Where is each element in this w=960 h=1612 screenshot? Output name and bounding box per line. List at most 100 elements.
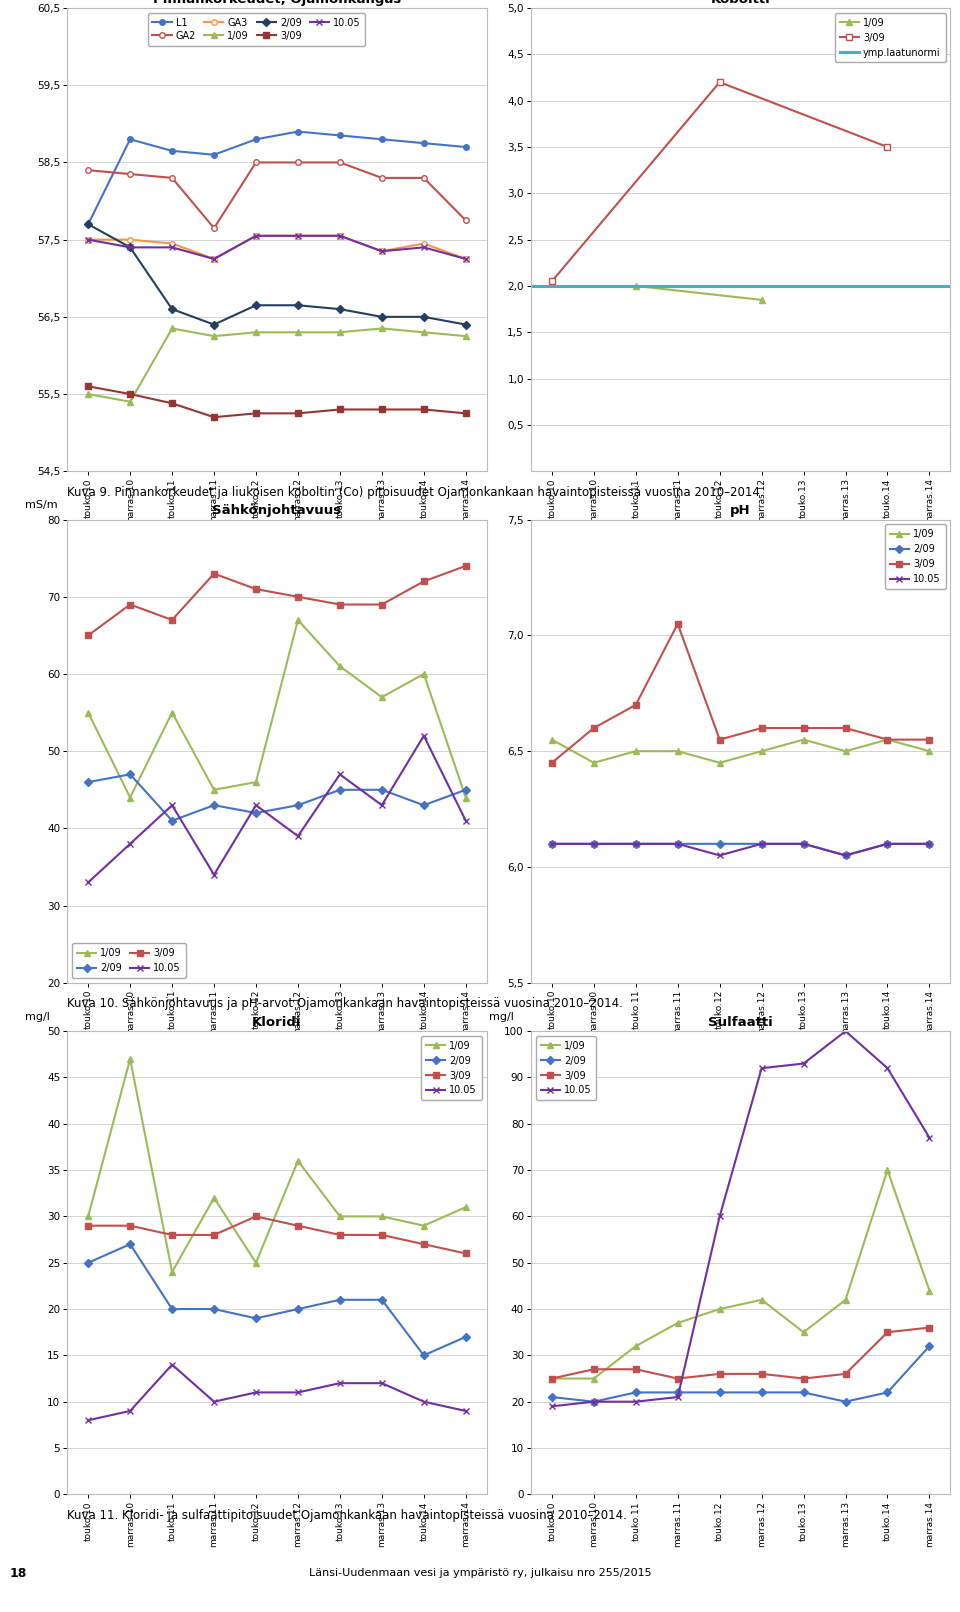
2/09: [376, 1290, 388, 1309]
3/09: [166, 611, 178, 630]
3/09: [125, 1215, 136, 1235]
Line: 3/09: 3/09: [85, 1214, 468, 1256]
3/09: [208, 564, 220, 584]
Legend: 1/09, 2/09, 3/09, 10.05: 1/09, 2/09, 3/09, 10.05: [536, 1037, 596, 1101]
2/09: [251, 1309, 262, 1328]
3/09: [924, 1319, 935, 1338]
1/09: [924, 742, 935, 761]
Line: 10.05: 10.05: [84, 1361, 469, 1423]
3/09: [798, 1369, 809, 1388]
Line: 10.05: 10.05: [548, 840, 933, 859]
Text: mS/m: mS/m: [25, 500, 58, 511]
10.05: [460, 811, 471, 830]
10.05: [418, 725, 429, 745]
10.05: [672, 1388, 684, 1407]
10.05: [630, 833, 641, 853]
2/09: [924, 833, 935, 853]
2/09: [418, 1346, 429, 1365]
2/09: [125, 764, 136, 783]
1/09: [418, 1215, 429, 1235]
10.05: [292, 827, 303, 846]
2/09: [588, 1393, 600, 1412]
2/09: [166, 811, 178, 830]
2/09: [292, 796, 303, 816]
10.05: [125, 1401, 136, 1420]
2/09: [83, 1253, 94, 1272]
10.05: [166, 1356, 178, 1375]
Line: 1/09: 1/09: [85, 1056, 468, 1275]
10.05: [588, 833, 600, 853]
Title: Pinnankorkeudet, Ojamonkangas: Pinnankorkeudet, Ojamonkangas: [153, 0, 401, 5]
1/09: [334, 1207, 346, 1227]
1/09: [292, 1151, 303, 1170]
Line: 1/09: 1/09: [549, 1167, 932, 1381]
10.05: [924, 833, 935, 853]
10.05: [166, 796, 178, 816]
2/09: [460, 780, 471, 800]
10.05: [881, 1059, 893, 1078]
10.05: [546, 833, 558, 853]
3/09: [881, 730, 893, 750]
2/09: [376, 780, 388, 800]
1/09: [208, 1188, 220, 1207]
10.05: [672, 833, 684, 853]
1/09: [588, 1369, 600, 1388]
Text: Kuva 10. Sähkönjohtavuus ja pH-arvot Ojamonkankaan havaintopisteissä vuosina 201: Kuva 10. Sähkönjohtavuus ja pH-arvot Oja…: [67, 998, 623, 1011]
2/09: [840, 1393, 852, 1412]
3/09: [546, 272, 558, 292]
3/09: [798, 719, 809, 738]
3/09: [630, 1359, 641, 1378]
1/09: [630, 1336, 641, 1356]
10.05: [840, 846, 852, 866]
2/09: [546, 1388, 558, 1407]
ymp.laatunormi: [546, 276, 558, 295]
3/09: [251, 1207, 262, 1227]
Line: 2/09: 2/09: [549, 1343, 932, 1404]
2/09: [546, 833, 558, 853]
3/09: [292, 587, 303, 606]
Line: 3/09: 3/09: [549, 79, 890, 284]
2/09: [208, 1299, 220, 1319]
3/09: [546, 753, 558, 772]
10.05: [292, 1383, 303, 1402]
2/09: [125, 1235, 136, 1254]
2/09: [83, 772, 94, 791]
2/09: [672, 833, 684, 853]
3/09: [376, 595, 388, 614]
2/09: [418, 796, 429, 816]
Title: pH: pH: [731, 505, 751, 517]
1/09: [460, 1198, 471, 1217]
1/09: [798, 730, 809, 750]
3/09: [460, 556, 471, 575]
Title: Kloridi: Kloridi: [252, 1016, 301, 1028]
10.05: [840, 1022, 852, 1041]
1/09: [798, 1322, 809, 1341]
Text: 18: 18: [10, 1567, 27, 1580]
1/09: [546, 1369, 558, 1388]
10.05: [881, 833, 893, 853]
Line: 3/09: 3/09: [549, 1325, 932, 1381]
3/09: [376, 1225, 388, 1244]
1/09: [166, 703, 178, 722]
2/09: [334, 780, 346, 800]
3/09: [881, 1322, 893, 1341]
1/09: [460, 788, 471, 808]
10.05: [334, 1373, 346, 1393]
3/09: [334, 595, 346, 614]
10.05: [83, 872, 94, 891]
10.05: [125, 833, 136, 853]
Text: Kuva 9. Pinnankorkeudet ja liukoisen koboltin (Co) pitoisuudet Ojamonkankaan hav: Kuva 9. Pinnankorkeudet ja liukoisen kob…: [67, 485, 764, 498]
1/09: [251, 1253, 262, 1272]
3/09: [292, 1215, 303, 1235]
1/09: [714, 1299, 726, 1319]
10.05: [376, 796, 388, 816]
2/09: [672, 1383, 684, 1402]
2/09: [756, 1383, 767, 1402]
2/09: [840, 846, 852, 866]
3/09: [208, 1225, 220, 1244]
3/09: [460, 1244, 471, 1264]
1/09: [630, 742, 641, 761]
1/09: [83, 1207, 94, 1227]
2/09: [881, 833, 893, 853]
Title: Sähkönjohtavuus: Sähkönjohtavuus: [212, 505, 342, 517]
